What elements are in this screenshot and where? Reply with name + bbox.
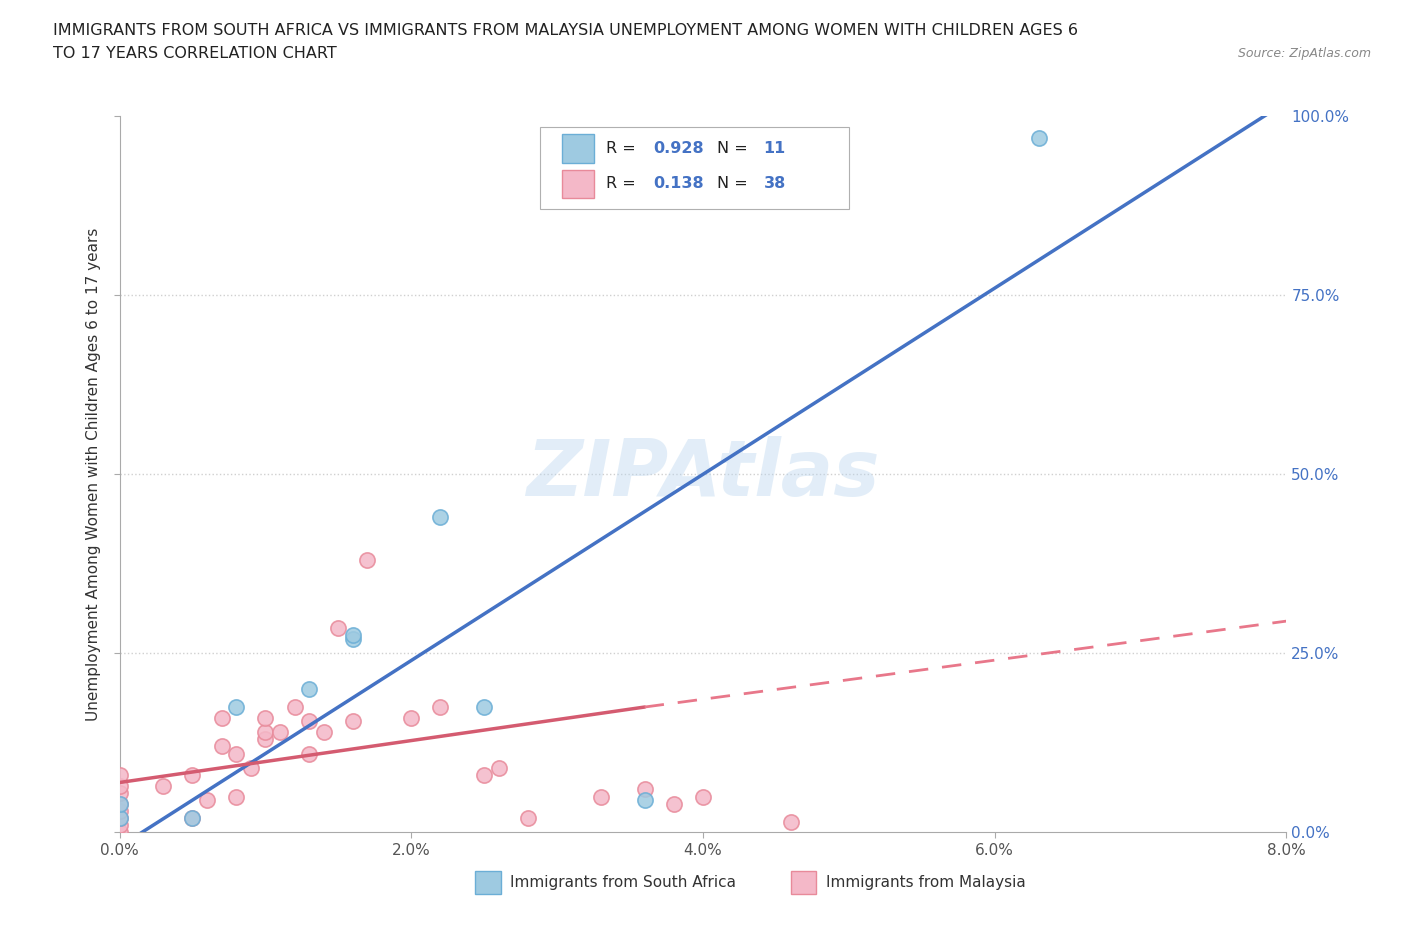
Point: [328, 621, 350, 636]
FancyBboxPatch shape: [540, 127, 849, 209]
Point: [429, 699, 451, 714]
Text: ZIPAtlas: ZIPAtlas: [526, 436, 880, 512]
Text: N =: N =: [717, 177, 752, 192]
FancyBboxPatch shape: [562, 169, 595, 198]
Point: [181, 811, 204, 826]
Text: IMMIGRANTS FROM SOUTH AFRICA VS IMMIGRANTS FROM MALAYSIA UNEMPLOYMENT AMONG WOME: IMMIGRANTS FROM SOUTH AFRICA VS IMMIGRAN…: [53, 23, 1078, 38]
Point: [692, 789, 714, 804]
FancyBboxPatch shape: [475, 871, 501, 894]
Text: 11: 11: [763, 141, 786, 156]
Point: [108, 796, 131, 811]
Point: [211, 711, 233, 725]
Point: [472, 699, 495, 714]
Point: [779, 814, 801, 829]
FancyBboxPatch shape: [562, 134, 595, 163]
Point: [225, 789, 247, 804]
Point: [269, 724, 291, 739]
Point: [298, 714, 321, 729]
Point: [662, 796, 685, 811]
Point: [472, 767, 495, 782]
Text: 0.928: 0.928: [652, 141, 703, 156]
Point: [254, 724, 277, 739]
Point: [108, 811, 131, 826]
Point: [225, 699, 247, 714]
Point: [401, 711, 423, 725]
Text: 0.138: 0.138: [652, 177, 703, 192]
FancyBboxPatch shape: [790, 871, 817, 894]
Point: [195, 792, 218, 807]
Text: 38: 38: [763, 177, 786, 192]
Text: N =: N =: [717, 141, 752, 156]
Text: Immigrants from Malaysia: Immigrants from Malaysia: [825, 875, 1025, 890]
Point: [225, 746, 247, 761]
Point: [298, 682, 321, 697]
Point: [108, 825, 131, 840]
Point: [152, 778, 174, 793]
Point: [517, 811, 540, 826]
Point: [284, 699, 307, 714]
Point: [589, 789, 612, 804]
Point: [254, 732, 277, 747]
Point: [211, 739, 233, 754]
Text: Source: ZipAtlas.com: Source: ZipAtlas.com: [1237, 46, 1371, 60]
Point: [342, 714, 364, 729]
Point: [254, 711, 277, 725]
Point: [488, 761, 510, 776]
Point: [298, 746, 321, 761]
Point: [108, 778, 131, 793]
Point: [108, 796, 131, 811]
Point: [633, 792, 655, 807]
Point: [108, 786, 131, 801]
Point: [342, 628, 364, 643]
Point: [342, 631, 364, 646]
Text: R =: R =: [606, 141, 641, 156]
Point: [181, 811, 204, 826]
Point: [429, 510, 451, 525]
Y-axis label: Unemployment Among Women with Children Ages 6 to 17 years: Unemployment Among Women with Children A…: [86, 228, 101, 721]
Point: [181, 767, 204, 782]
Point: [633, 782, 655, 797]
Point: [108, 811, 131, 826]
Point: [239, 761, 262, 776]
Point: [108, 817, 131, 832]
Text: TO 17 YEARS CORRELATION CHART: TO 17 YEARS CORRELATION CHART: [53, 46, 337, 61]
Point: [1028, 130, 1050, 145]
Point: [356, 552, 378, 567]
Point: [108, 804, 131, 818]
Text: R =: R =: [606, 177, 641, 192]
Point: [108, 767, 131, 782]
Point: [312, 724, 335, 739]
Text: Immigrants from South Africa: Immigrants from South Africa: [510, 875, 737, 890]
